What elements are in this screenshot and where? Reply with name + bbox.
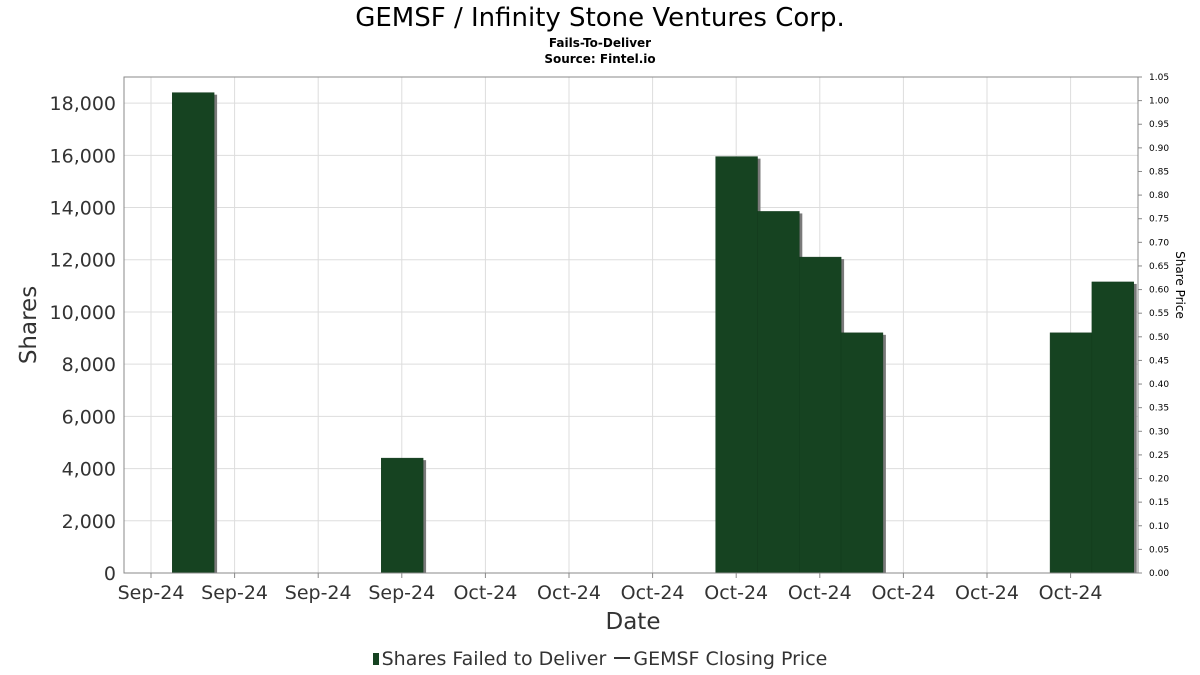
bar — [757, 211, 800, 574]
bar — [840, 332, 884, 574]
y-axis-title: Shares — [16, 286, 42, 364]
legend-line-label: GEMSF Closing Price — [633, 648, 828, 670]
x-tick-label: Oct-24 — [453, 582, 517, 604]
x-tick-label: Sep-24 — [285, 582, 352, 604]
y2-tick-label: 0.45 — [1149, 356, 1169, 366]
x-tick-label: Oct-24 — [955, 582, 1019, 604]
y-tick-label: 8,000 — [62, 354, 116, 376]
y-tick-label: 10,000 — [50, 302, 116, 324]
bar — [715, 156, 758, 574]
y-tick-label: 16,000 — [50, 145, 116, 167]
y2-tick-label: 0.70 — [1149, 238, 1169, 248]
y-tick-label: 6,000 — [62, 406, 116, 428]
x-tick-label: Oct-24 — [704, 582, 768, 604]
y2-tick-label: 0.55 — [1149, 309, 1169, 319]
y2-tick-label: 1.05 — [1149, 73, 1169, 83]
chart-source: Source: Fintel.io — [544, 52, 656, 66]
y-tick-label: 4,000 — [62, 459, 116, 481]
x-tick-label: Oct-24 — [537, 582, 601, 604]
y2-tick-label: 0.50 — [1149, 333, 1169, 343]
y2-tick-label: 0.85 — [1149, 167, 1169, 177]
plot-area — [124, 77, 1138, 573]
y2-tick-label: 0.10 — [1149, 522, 1169, 532]
y2-tick-label: 0.40 — [1149, 380, 1169, 390]
y2-tick-label: 0.05 — [1149, 545, 1169, 555]
chart-title: GEMSF / Infinity Stone Ventures Corp. — [355, 3, 845, 33]
x-tick-label: Oct-24 — [788, 582, 852, 604]
x-tick-label: Sep-24 — [201, 582, 268, 604]
bar — [1091, 281, 1134, 574]
y2-axis-title: Share Price — [1173, 251, 1187, 319]
x-tick-label: Sep-24 — [118, 582, 185, 604]
x-tick-label: Oct-24 — [871, 582, 935, 604]
y2-tick-label: 0.25 — [1149, 451, 1169, 461]
y2-tick-label: 0.75 — [1149, 215, 1169, 225]
bar — [1049, 332, 1093, 574]
y2-tick-label: 0.15 — [1149, 498, 1169, 508]
bar — [172, 92, 215, 574]
legend-item-bars[interactable]: Shares Failed to Deliver — [372, 648, 607, 670]
y-tick-label: 0 — [104, 563, 116, 585]
y2-tick-label: 0.95 — [1149, 120, 1169, 130]
bar-swatch-icon — [372, 653, 379, 665]
plot-border — [123, 76, 1139, 574]
x-tick-label: Sep-24 — [368, 582, 435, 604]
x-tick-label: Oct-24 — [1039, 582, 1103, 604]
y2-tick-label: 0.00 — [1149, 569, 1169, 579]
y2-tick-label: 0.30 — [1149, 427, 1169, 437]
y-tick-label: 14,000 — [50, 198, 116, 220]
line-swatch-icon — [614, 657, 631, 659]
y2-tick-label: 0.65 — [1149, 262, 1169, 272]
legend-item-line[interactable]: GEMSF Closing Price — [612, 648, 827, 670]
y-tick-label: 2,000 — [62, 511, 116, 533]
y-tick-label: 12,000 — [50, 250, 116, 272]
bar — [799, 256, 842, 574]
chart-subtitle: Fails-To-Deliver — [548, 36, 652, 50]
y2-tick-label: 0.80 — [1149, 191, 1169, 201]
bar — [381, 457, 424, 574]
y2-tick-label: 0.20 — [1149, 475, 1169, 485]
y-tick-label: 18,000 — [50, 93, 116, 115]
y2-tick-label: 0.60 — [1149, 286, 1169, 296]
x-tick-label: Oct-24 — [621, 582, 685, 604]
legend-bar-label: Shares Failed to Deliver — [381, 648, 607, 670]
legend: Shares Failed to Deliver GEMSF Closing P… — [0, 648, 1200, 670]
y2-tick-label: 0.90 — [1149, 144, 1169, 154]
y2-tick-label: 0.35 — [1149, 404, 1169, 414]
x-axis-title: Date — [606, 609, 661, 635]
y2-tick-label: 1.00 — [1149, 97, 1169, 107]
